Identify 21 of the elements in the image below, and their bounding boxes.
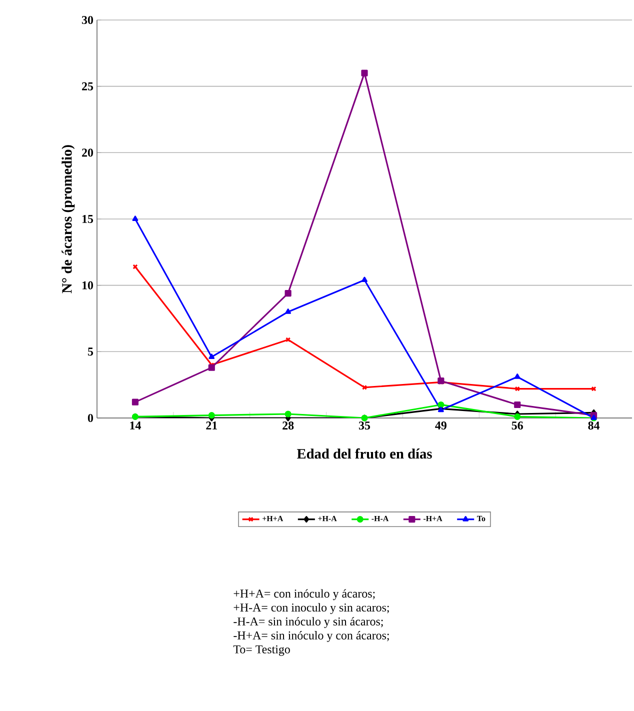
y-tick-label: 0	[88, 414, 94, 422]
text: To= Testigo	[233, 645, 290, 656]
x-tick-label: 49	[435, 422, 446, 430]
y-tick-label: 10	[82, 281, 94, 290]
y-tick-label: 30	[82, 16, 94, 24]
y-tick-label: 25	[82, 82, 94, 90]
text: -H+A= sin inóculo y con ácaros;	[234, 631, 389, 642]
y-axis-title: N° de ácaros (promedio)	[62, 145, 75, 294]
x-tick-label: 84	[588, 422, 600, 430]
x-tick-label: 14	[130, 422, 141, 430]
text: +H+A= con inóculo y ácaros;	[234, 589, 375, 600]
x-tick-label: 56	[512, 422, 523, 430]
text: +H-A= con inoculo y sin acaros;	[234, 603, 389, 614]
x-axis-title: Edad del fruto en días	[296, 448, 432, 459]
text: -H-A= sin inóculo y sin ácaros;	[234, 617, 383, 628]
y-tick-label: 20	[82, 148, 94, 157]
y-tick-label: 15	[82, 214, 94, 223]
y-tick-label: 5	[88, 348, 94, 356]
x-tick-label: 21	[206, 422, 218, 430]
x-tick-label: 28	[282, 422, 294, 430]
x-tick-label: 35	[358, 422, 370, 430]
